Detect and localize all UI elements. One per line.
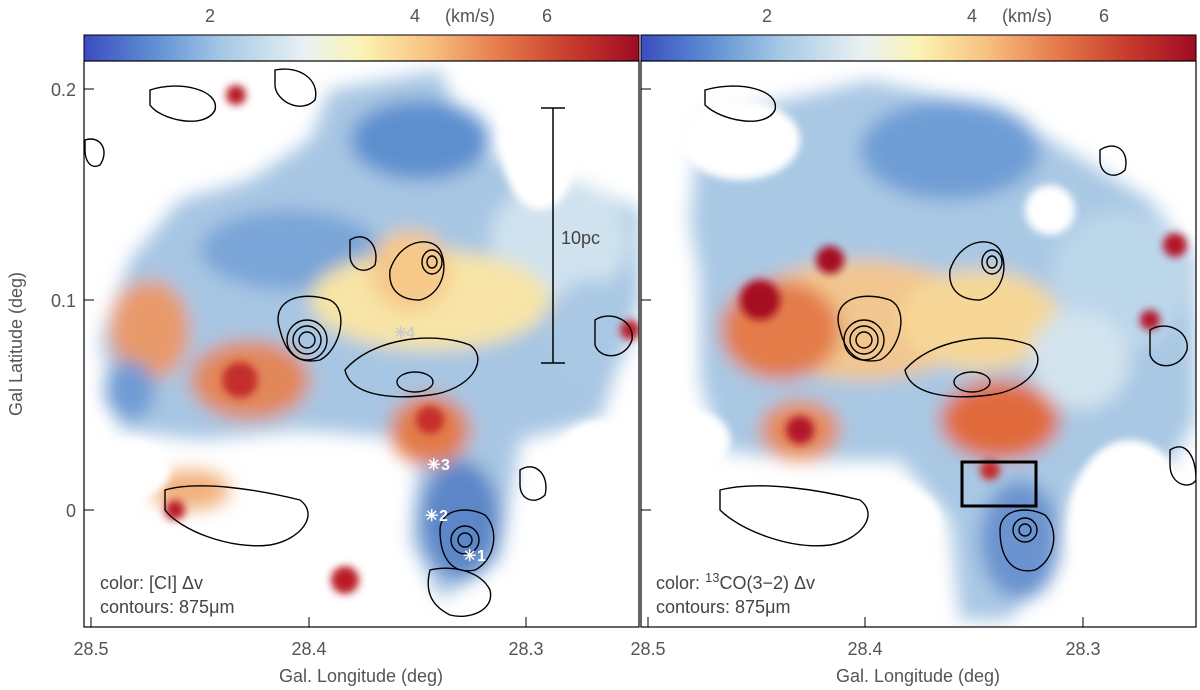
marker-4: ✳ [394,325,407,342]
cbar-tick-6-left: 6 [542,6,552,26]
marker-1-label: 1 [477,548,486,565]
left-legend-contours: contours: 875μm [100,597,234,617]
x-axis-label-left: Gal. Longitude (deg) [279,666,443,686]
colorbar-left [83,34,640,62]
right-legend-color-sup: 13 [705,570,719,585]
cbar-tick-2-left: 2 [205,6,215,26]
x-tick-28.4-right: 28.4 [847,639,882,659]
cbar-tick-6-right: 6 [1099,6,1109,26]
right-legend-color-prefix: color: [656,573,705,593]
right-panel-frame [640,60,1197,628]
cbar-unit-right: (km/s) [1002,6,1052,26]
marker-2: ✳ [425,508,438,525]
scale-bar [541,107,565,364]
y-axis-label: Gal Latitude (deg) [6,272,26,416]
x-tick-28.4-left: 28.4 [291,639,326,659]
marker-3: ✳ [427,457,440,474]
colorbar-right [640,34,1197,62]
left-legend-color: color: [CI] Δv [100,573,203,593]
marker-3-label: 3 [441,457,450,474]
x-tick-28.5-right: 28.5 [630,639,665,659]
marker-2-label: 2 [439,508,448,525]
y-tick-0: 0 [66,501,76,521]
cbar-unit-left: (km/s) [445,6,495,26]
right-legend-color-rest: CO(3−2) Δv [720,573,816,593]
x-tick-28.3-right: 28.3 [1065,639,1100,659]
cbar-tick-4-left: 4 [410,6,420,26]
cbar-tick-4-right: 4 [967,6,977,26]
right-legend-color: color: 13CO(3−2) Δv [656,570,815,594]
axis-ticks [84,88,1084,627]
marker-1: ✳ [463,548,476,565]
right-map [650,80,1196,620]
cbar-tick-2-right: 2 [762,6,772,26]
x-tick-28.5-left: 28.5 [73,639,108,659]
right-legend-contours: contours: 875μm [656,597,790,617]
x-axis-label-right: Gal. Longitude (deg) [836,666,1000,686]
left-map [84,68,639,617]
left-panel-frame [83,60,640,628]
scale-bar-label: 10pc [561,228,600,248]
y-tick-0.2: 0.2 [51,80,76,100]
y-tick-0.1: 0.1 [51,291,76,311]
marker-4-label: 4 [406,325,415,342]
x-tick-28.3-left: 28.3 [508,639,543,659]
source-markers: ✳ 1 ✳ 2 ✳ 3 ✳ 4 [394,325,486,565]
highlight-box [960,460,1038,508]
